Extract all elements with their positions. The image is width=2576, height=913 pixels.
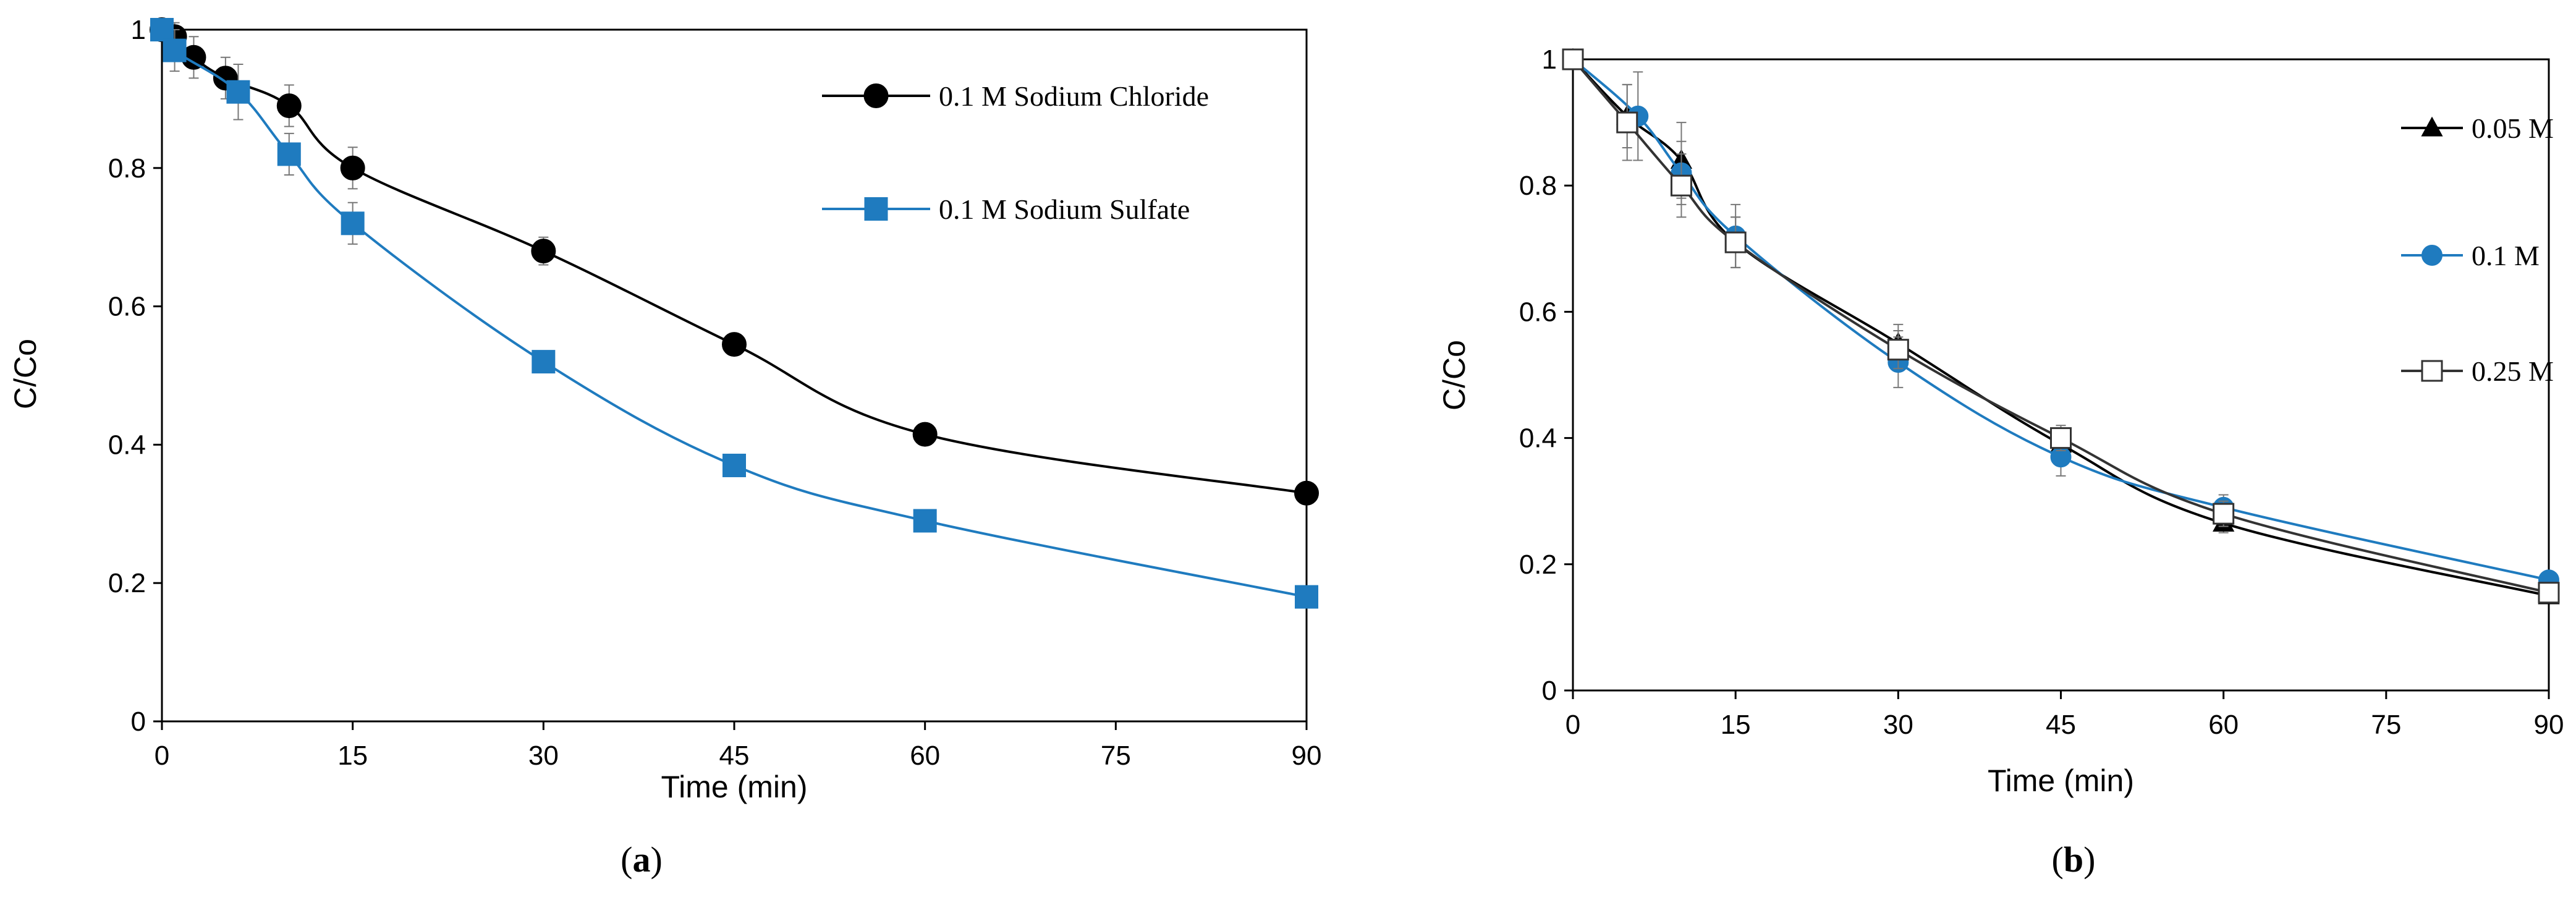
- data-point: [722, 332, 747, 357]
- data-point: [722, 453, 746, 477]
- legend-label: 0.1 M Sodium Chloride: [939, 80, 1209, 112]
- data-point: [226, 80, 250, 104]
- legend-entry: 0.05 M: [2401, 113, 2554, 144]
- y-tick-label: 0.4: [108, 430, 146, 460]
- data-point: [163, 38, 187, 62]
- y-tick-label: 0.8: [1519, 171, 1557, 201]
- chart-b: 0 0.2 0.4 0.6 0.8 1 0 15 30 45 60 75 90 Time (min) C/C…: [1437, 45, 2564, 880]
- x-axis-label: Time (min): [661, 770, 807, 804]
- x-tick-label: 0: [1566, 710, 1580, 740]
- y-tick-label: 1: [1542, 45, 1557, 75]
- data-point: [340, 155, 365, 180]
- series-1: [1562, 49, 2559, 591]
- data-point: [1724, 231, 1747, 253]
- data-point: [1616, 111, 1638, 134]
- x-tick-label: 90: [1292, 741, 1322, 771]
- series-line: [1572, 58, 2549, 597]
- data-point: [1295, 585, 1318, 609]
- x-tick-label: 60: [2208, 710, 2239, 740]
- x-tick-label: 30: [528, 741, 559, 771]
- data-point: [531, 239, 556, 264]
- x-tick-label: 30: [1883, 710, 1913, 740]
- x-tick-label: 45: [719, 741, 750, 771]
- data-point: [1670, 174, 1692, 197]
- data-point: [532, 350, 556, 374]
- y-tick-label: 0.6: [108, 292, 146, 322]
- y-tick-label: 0.2: [108, 568, 146, 598]
- y-tick-label: 0: [131, 707, 146, 737]
- legend-marker: [2421, 360, 2443, 382]
- legend-entry: 0.1 M Sodium Sulfate: [822, 193, 1190, 225]
- data-point: [150, 18, 174, 41]
- data-point: [341, 211, 365, 236]
- legend-entry: 0.1 M: [2401, 240, 2540, 271]
- series-line: [1572, 58, 2549, 582]
- panel-label: (b): [2052, 839, 2096, 880]
- data-point: [277, 142, 301, 166]
- data-point: [1294, 480, 1319, 506]
- x-tick-label: 45: [2046, 710, 2076, 740]
- x-tick-label: 60: [910, 741, 940, 771]
- series-1: [150, 18, 1318, 609]
- data-point: [2538, 582, 2560, 604]
- legend-label: 0.05 M: [2472, 113, 2554, 144]
- series-line: [161, 28, 1307, 598]
- data-point: [1562, 48, 1584, 70]
- legend-label: 0.1 M: [2472, 240, 2540, 271]
- y-tick-label: 0.4: [1519, 423, 1557, 454]
- series-line: [1572, 58, 2549, 594]
- x-tick-label: 0: [155, 741, 169, 771]
- x-tick-label: 75: [2371, 710, 2401, 740]
- legend-entry: 0.25 M: [2401, 355, 2554, 387]
- series-0: [1562, 48, 2560, 605]
- y-tick-label: 0: [1542, 676, 1557, 706]
- x-axis-label: Time (min): [1988, 763, 2134, 798]
- y-tick-label: 0.6: [1519, 297, 1557, 327]
- x-tick-label: 90: [2534, 710, 2564, 740]
- x-tick-label: 75: [1101, 741, 1131, 771]
- data-point: [2213, 503, 2235, 525]
- legend-marker: [864, 197, 888, 221]
- panel-label: (a): [621, 839, 663, 880]
- data-point: [912, 422, 938, 447]
- x-tick-label: 15: [337, 741, 368, 771]
- series-2: [1562, 48, 2560, 604]
- plot-frame: [1572, 58, 2550, 692]
- legend-marker: [863, 83, 889, 108]
- legend-label: 0.1 M Sodium Sulfate: [939, 193, 1190, 225]
- y-tick-label: 0.2: [1519, 550, 1557, 580]
- x-tick-label: 15: [1721, 710, 1751, 740]
- y-tick-label: 0.8: [108, 153, 146, 184]
- data-point: [1887, 339, 1909, 361]
- legend-label: 0.25 M: [2472, 355, 2554, 387]
- data-point: [2050, 427, 2072, 449]
- plot-frame: [161, 28, 1308, 723]
- y-axis-label: C/Co: [1437, 340, 1472, 410]
- y-axis-label: C/Co: [8, 339, 43, 409]
- series-line: [161, 28, 1307, 495]
- data-point: [913, 509, 937, 533]
- legend-marker: [2421, 245, 2443, 266]
- legend-marker: [2421, 116, 2443, 137]
- y-tick-label: 1: [131, 15, 146, 45]
- data-point: [276, 93, 302, 119]
- legend-entry: 0.1 M Sodium Chloride: [822, 80, 1209, 112]
- chart-a: 0 0.2 0.4 0.6 0.8 1 0 15 30 45 60 75 90 Time (min) C/C…: [8, 15, 1321, 880]
